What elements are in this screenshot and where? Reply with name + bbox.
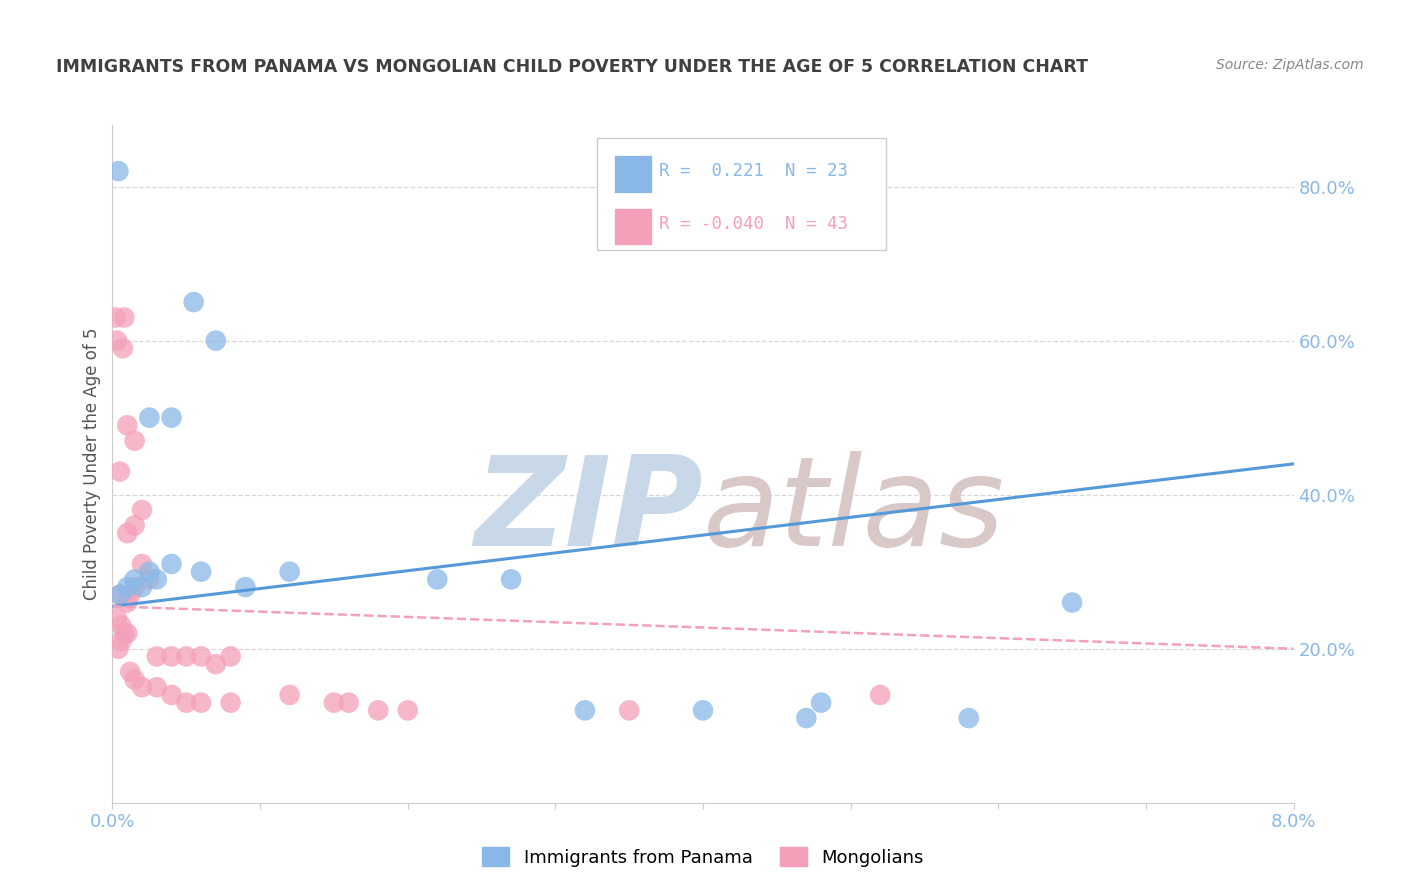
Point [810, 696, 832, 710]
Point [110, 634, 132, 648]
Point [131, 680, 153, 694]
Point [337, 696, 360, 710]
Point [957, 711, 980, 725]
Point [107, 641, 129, 656]
Point [117, 595, 138, 609]
Point [124, 573, 146, 587]
Text: Source: ZipAtlas.com: Source: ZipAtlas.com [1216, 58, 1364, 72]
Text: atlas: atlas [703, 450, 1005, 572]
Point [183, 295, 205, 310]
Point [146, 573, 169, 587]
Point [367, 703, 389, 717]
Point [105, 611, 128, 625]
Point [278, 688, 301, 702]
Point [138, 573, 160, 587]
Point [692, 703, 714, 717]
Text: R = -0.040  N = 43: R = -0.040 N = 43 [659, 215, 848, 233]
Point [174, 696, 197, 710]
Point [138, 565, 160, 579]
Text: IMMIGRANTS FROM PANAMA VS MONGOLIAN CHILD POVERTY UNDER THE AGE OF 5 CORRELATION: IMMIGRANTS FROM PANAMA VS MONGOLIAN CHIL… [56, 58, 1088, 76]
Point [796, 711, 818, 725]
Point [112, 626, 135, 640]
Point [117, 580, 138, 594]
Point [869, 688, 891, 702]
Point [105, 334, 128, 348]
Point [131, 580, 153, 594]
FancyBboxPatch shape [614, 208, 652, 245]
Text: R =  0.221  N = 23: R = 0.221 N = 23 [659, 162, 848, 180]
Point [190, 565, 212, 579]
FancyBboxPatch shape [596, 138, 886, 251]
Point [107, 164, 129, 178]
Point [108, 588, 131, 602]
Point [190, 696, 212, 710]
Point [120, 665, 142, 679]
Point [131, 557, 153, 571]
Point [108, 465, 131, 479]
Point [138, 410, 160, 425]
Point [190, 649, 212, 664]
Y-axis label: Child Poverty Under the Age of 5: Child Poverty Under the Age of 5 [83, 327, 101, 600]
Point [323, 696, 346, 710]
Point [117, 626, 138, 640]
Legend: Immigrants from Panama, Mongolians: Immigrants from Panama, Mongolians [475, 840, 931, 874]
Point [104, 310, 127, 325]
Point [160, 410, 183, 425]
Point [174, 649, 197, 664]
Point [396, 703, 419, 717]
Point [131, 503, 153, 517]
Point [205, 657, 228, 672]
Point [619, 703, 641, 717]
Point [205, 334, 228, 348]
Point [160, 557, 183, 571]
Text: ZIP: ZIP [474, 450, 703, 572]
Point [124, 434, 146, 448]
Point [160, 688, 183, 702]
Point [501, 573, 523, 587]
Point [110, 618, 132, 632]
Point [219, 649, 242, 664]
Point [117, 526, 138, 541]
Point [124, 673, 146, 687]
Point [233, 580, 256, 594]
Point [574, 703, 596, 717]
Point [124, 518, 146, 533]
Point [120, 588, 142, 602]
Point [112, 310, 135, 325]
FancyBboxPatch shape [614, 155, 652, 193]
Point [111, 341, 134, 355]
Point [117, 418, 138, 433]
Point [278, 565, 301, 579]
Point [108, 588, 131, 602]
Point [146, 680, 169, 694]
Point [124, 580, 146, 594]
Point [426, 573, 449, 587]
Point [219, 696, 242, 710]
Point [1062, 595, 1084, 609]
Point [160, 649, 183, 664]
Point [146, 649, 169, 664]
